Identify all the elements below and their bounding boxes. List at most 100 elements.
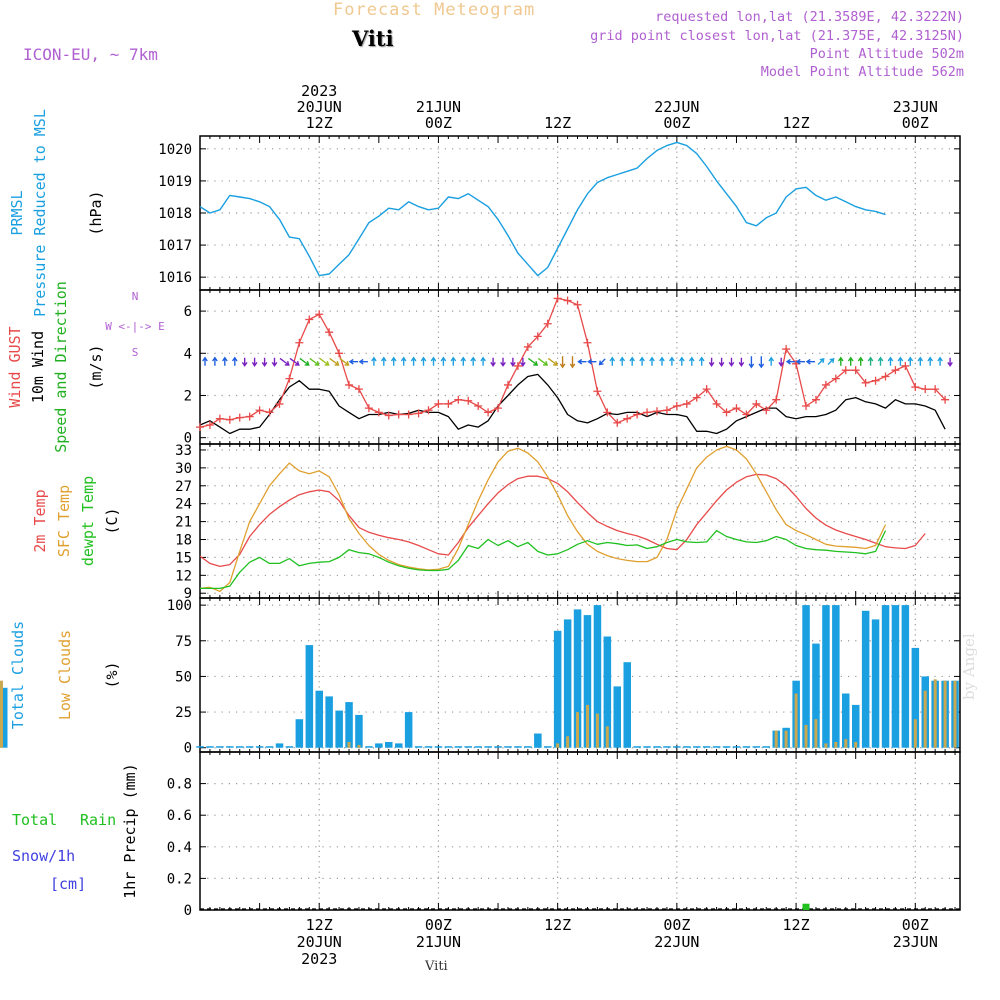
wind-direction-arrow	[569, 356, 576, 369]
snow-unit-label: [cm]	[50, 875, 86, 893]
point-altitude: Point Altitude 502m	[809, 46, 964, 62]
total-cloud-bar	[196, 746, 204, 748]
y-tick-label-2: 24	[175, 497, 192, 513]
low-cloud-bar	[923, 690, 927, 748]
gust-marker	[265, 408, 274, 417]
wind-direction-arrow	[309, 357, 320, 366]
gust-marker	[255, 406, 264, 415]
gust-marker	[335, 349, 344, 358]
top-axis-label: 12Z	[783, 114, 810, 132]
total-cloud-bar	[663, 746, 671, 748]
gust-marker	[861, 378, 870, 387]
total-cloud-bar	[901, 605, 910, 748]
wind-direction-arrow	[231, 356, 238, 366]
total-cloud-bar	[613, 686, 621, 748]
low-clouds-label: Low Clouds	[56, 630, 74, 720]
gust-marker	[553, 294, 562, 303]
gust-marker	[712, 399, 721, 408]
y-tick-label-1: 6	[184, 304, 192, 320]
gust-marker	[732, 404, 741, 413]
wind-direction-arrow	[371, 356, 377, 366]
total-cloud-bar	[504, 746, 512, 748]
y-tick-label-2: 9	[184, 586, 192, 602]
wind-direction-arrow	[440, 356, 447, 366]
total-cloud-bar	[385, 742, 393, 748]
total-cloud-bar	[822, 605, 830, 748]
y-tick-label-2: 27	[175, 479, 192, 495]
gust-marker	[275, 399, 284, 408]
y-tick-label-1: 2	[184, 388, 192, 404]
gust-marker	[563, 296, 572, 305]
y-tick-label-1: 0	[184, 431, 192, 447]
temp-unit-label: (C)	[103, 507, 121, 534]
rain-label: Rain	[80, 811, 116, 829]
total-label: Total	[12, 811, 57, 829]
wind-direction-arrow	[202, 356, 208, 366]
total-cloud-bar	[842, 693, 850, 748]
y-tick-label-1: 4	[184, 346, 192, 362]
total-cloud-bar	[395, 743, 403, 748]
gust-marker	[871, 376, 880, 385]
sfc-temp-line	[199, 445, 887, 593]
wind-direction-arrow	[251, 357, 258, 367]
gust-marker	[831, 374, 840, 383]
panel-frame-2	[199, 443, 961, 599]
wind-direction-arrow	[768, 356, 775, 366]
low-cloud-bar	[854, 742, 858, 748]
low-cloud-bar	[576, 712, 579, 748]
wind-direction-arrow	[450, 356, 457, 366]
total-cloud-bar	[683, 746, 691, 748]
total-cloud-bar	[553, 630, 562, 748]
y-tick-label-3: 25	[175, 705, 192, 721]
wind-direction-arrow	[907, 356, 914, 366]
wind-direction-arrow	[289, 357, 300, 366]
low-cloud-bar	[774, 730, 778, 748]
wind-direction-arrow	[400, 356, 407, 366]
y-tick-label-2: 30	[175, 461, 192, 477]
gust-marker	[424, 406, 433, 415]
wind-unit-label: (m/s)	[87, 344, 105, 389]
gust-marker	[464, 396, 473, 405]
wind-direction-arrow	[500, 357, 506, 367]
wind-direction-arrow	[279, 357, 290, 366]
total-cloud-bar	[852, 704, 860, 748]
total-cloud-bar	[375, 743, 383, 748]
gust-marker	[196, 423, 204, 432]
gust-marker	[722, 408, 731, 417]
low-cloud-bar	[953, 680, 957, 748]
total-cloud-bar	[583, 615, 592, 748]
y-tick-label-4: 0	[184, 903, 192, 919]
total-cloud-bar	[484, 746, 492, 748]
gust-marker	[295, 338, 304, 347]
gust-marker	[762, 406, 771, 415]
gust-marker	[503, 380, 512, 389]
dewpt-label: dewpt Temp	[79, 476, 97, 566]
gust-marker	[325, 328, 334, 337]
wind-direction-arrow	[877, 356, 884, 366]
y-tick-label-0: 1017	[158, 238, 192, 254]
y-tick-label-2: 21	[175, 515, 192, 531]
compass-we-label: W <-|-> E	[105, 320, 165, 333]
y-tick-label-0: 1016	[158, 270, 192, 286]
y-tick-label-4: 0.8	[167, 777, 192, 793]
gust-marker	[633, 410, 642, 419]
bottom-axis-label: 12Z	[306, 916, 333, 934]
total-cloud-bar	[673, 746, 681, 748]
wind-direction-arrow	[520, 357, 526, 367]
total-cloud-bar	[573, 609, 582, 748]
total-cloud-bar	[285, 746, 294, 748]
gust-marker	[593, 387, 602, 396]
wind-direction-arrow	[261, 357, 268, 367]
gust-marker	[354, 385, 363, 394]
wind-direction-arrow	[738, 357, 745, 367]
top-axis-label: 00Z	[425, 114, 452, 132]
wind-direction-arrow	[639, 356, 645, 366]
model-altitude: Model Point Altitude 562m	[760, 64, 964, 80]
watermark: by Angel	[960, 633, 978, 700]
wind-direction-arrow	[241, 357, 248, 367]
low-cloud-bar	[784, 730, 788, 748]
wind-direction-arrow	[629, 356, 635, 366]
total-cloud-bar	[752, 746, 761, 748]
wind-direction-arrow	[805, 358, 815, 365]
wind-10m-label: 10m Wind	[29, 331, 47, 403]
